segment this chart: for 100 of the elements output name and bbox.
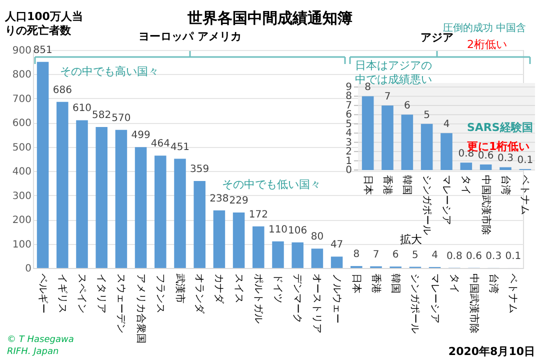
x-tick-label: カナダ [213, 274, 226, 304]
bar [382, 105, 394, 170]
data-label: 5 [412, 250, 418, 261]
data-label: 229 [229, 196, 248, 207]
bar [76, 120, 88, 268]
y-tick-label: 700 [12, 94, 32, 105]
bar [330, 256, 343, 268]
data-label: 0.6 [478, 150, 494, 162]
data-label: 238 [210, 193, 229, 204]
x-tick-label: ポルトガル [252, 274, 264, 324]
bar [115, 130, 128, 268]
bar [252, 226, 264, 268]
x-tick-label: イギリス [56, 274, 68, 314]
bar [311, 248, 324, 268]
data-label: 0.1 [505, 250, 522, 262]
y-tick-label: 1 [346, 156, 352, 167]
annotation: SARS経験国 [467, 121, 533, 134]
x-tick-label: スペイン [76, 274, 87, 314]
x-tick-label: シンガポール [420, 175, 432, 235]
x-tick-label: 中国武漢市除 [480, 175, 492, 235]
data-label: 80 [310, 232, 324, 243]
data-label: 570 [112, 112, 131, 124]
bar [420, 124, 433, 170]
data-label: 0.6 [466, 250, 482, 262]
y-axis-title: 人口100万人当りの死亡者数 [4, 10, 83, 37]
y-tick-label: 6 [346, 110, 352, 121]
x-tick-label: タイ [460, 175, 472, 195]
bar [36, 62, 49, 268]
bar [232, 212, 245, 268]
y-tick-label: 7 [346, 100, 352, 112]
y-tick-label: 0 [25, 264, 32, 274]
y-tick-label: 200 [12, 215, 32, 226]
y-tick-label: 0 [346, 165, 352, 176]
data-label: 0.3 [498, 153, 514, 164]
bar [154, 156, 166, 268]
x-tick-label: タイ [448, 274, 460, 294]
x-tick-label: ドイツ [272, 274, 283, 304]
x-tick-label: ベトナム [507, 274, 518, 314]
data-label: 6 [404, 100, 410, 112]
x-tick-label: スウェーデン [115, 274, 126, 334]
x-tick-label: 韓国 [390, 274, 402, 294]
x-tick-label: 日本 [362, 175, 374, 195]
y-tick-label: 5 [346, 118, 352, 130]
data-label: 0.3 [486, 250, 502, 262]
x-tick-label: シンガポール [409, 274, 420, 334]
data-label: 110 [268, 224, 288, 236]
data-label: 4 [443, 119, 450, 130]
chart-title: 世界各国中間成績通知簿 [186, 9, 352, 27]
annotation: その中でも低い国々 [222, 178, 321, 191]
data-label: 0.8 [446, 250, 462, 262]
x-tick-label: 台湾 [500, 175, 512, 195]
data-label: 8 [353, 249, 360, 260]
y-tick-label: 2 [346, 146, 352, 158]
bar [194, 181, 206, 268]
x-tick-label: 香港 [382, 175, 394, 195]
data-label: 464 [150, 138, 170, 150]
y-tick-label: 400 [12, 166, 32, 178]
x-tick-label: マレーシア [428, 274, 440, 324]
x-tick-label: イタリア [96, 274, 107, 314]
x-tick-label: 武漢市 [174, 274, 186, 304]
x-tick-label: オーストリア [311, 274, 322, 334]
text: 2020年8月10日 [448, 345, 535, 358]
y-tick-label: 300 [12, 190, 32, 202]
bar [292, 242, 304, 268]
bar [480, 164, 492, 170]
x-tick-label: フランス [154, 274, 166, 314]
y-tick-label: 3 [346, 137, 352, 148]
data-label: 851 [33, 44, 52, 56]
y-tick-label: 4 [346, 128, 352, 140]
x-tick-label: ベルギー [36, 274, 49, 314]
bar [401, 114, 414, 170]
x-tick-label: ベトナム [519, 175, 530, 215]
x-tick-label: 香港 [370, 274, 382, 294]
bar [362, 96, 374, 170]
data-label: 7 [372, 249, 380, 260]
x-tick-label: デンマーク [292, 274, 303, 324]
y-tick-label: 600 [12, 118, 32, 130]
annotation: 拡大 [400, 233, 422, 246]
annotation: 2桁低い [467, 38, 507, 51]
y-tick-label: 800 [12, 70, 32, 81]
x-tick-label: 韓国 [401, 175, 414, 195]
data-label: 499 [131, 130, 150, 142]
bar [174, 158, 186, 268]
text: ヨーロッパ アメリカ [138, 30, 242, 43]
data-label: 106 [288, 225, 308, 236]
data-label: 172 [248, 209, 268, 220]
data-label: 6 [392, 250, 399, 261]
y-tick-label: 9 [346, 82, 352, 93]
x-tick-label: 日本 [350, 274, 362, 294]
bar [213, 210, 226, 268]
bar [272, 241, 284, 268]
text: © T Hasegawa RIFH. Japan [7, 335, 74, 357]
annotation: その中でも高い国々 [60, 65, 159, 78]
data-label: 686 [52, 84, 72, 96]
y-tick-label: 8 [346, 91, 352, 102]
data-label: 610 [72, 103, 92, 114]
data-label: 451 [170, 142, 190, 153]
bar [500, 167, 512, 170]
x-tick-label: ノルウェー [330, 274, 342, 324]
bar [96, 127, 108, 268]
